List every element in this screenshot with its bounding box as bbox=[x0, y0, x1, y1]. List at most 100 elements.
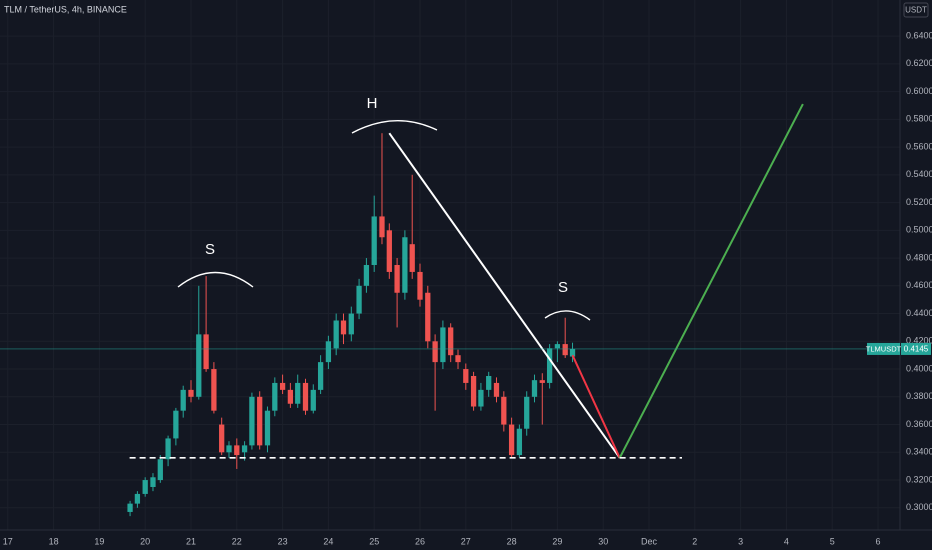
candle-body bbox=[409, 244, 415, 272]
candle-body bbox=[448, 327, 454, 356]
x-tick-label: 3 bbox=[738, 536, 743, 546]
candle-body bbox=[325, 341, 332, 363]
candle-body bbox=[317, 362, 324, 390]
y-tick-label: 0.4600 bbox=[906, 280, 932, 290]
y-tick-label: 0.3000 bbox=[906, 502, 932, 512]
y-tick-label: 0.3800 bbox=[906, 391, 932, 401]
symbol-tag bbox=[867, 342, 900, 355]
candle-body bbox=[486, 375, 492, 390]
candle-body bbox=[493, 382, 500, 397]
drawing-line bbox=[618, 103, 804, 459]
candle-body bbox=[516, 428, 523, 456]
candle-body bbox=[188, 389, 194, 397]
x-tick-label: 21 bbox=[186, 536, 196, 546]
candle-body bbox=[310, 389, 316, 411]
candle-body bbox=[524, 396, 530, 429]
x-tick-label: 30 bbox=[598, 536, 608, 546]
candle-body bbox=[394, 265, 400, 293]
candle-body bbox=[211, 369, 217, 411]
candle-body bbox=[531, 380, 538, 397]
candle-body bbox=[127, 503, 133, 512]
price-axis bbox=[900, 0, 932, 550]
candle-body bbox=[501, 396, 507, 425]
y-tick-label: 0.5400 bbox=[906, 169, 932, 179]
x-tick-label: 28 bbox=[507, 536, 517, 546]
candle-body bbox=[340, 320, 347, 335]
candle-body bbox=[295, 382, 301, 404]
y-tick-label: 0.3600 bbox=[906, 419, 932, 429]
candle-body bbox=[203, 334, 209, 370]
x-tick-label: 5 bbox=[830, 536, 835, 546]
price-label: 0.4145 bbox=[904, 345, 929, 354]
candle-body bbox=[150, 477, 156, 487]
annotation: S bbox=[558, 279, 568, 296]
candle-body bbox=[241, 445, 248, 453]
candle-body bbox=[440, 327, 446, 363]
x-tick-label: 26 bbox=[415, 536, 425, 546]
candle-body bbox=[165, 438, 171, 460]
x-tick-label: 27 bbox=[461, 536, 471, 546]
candle-body bbox=[287, 389, 294, 404]
candle-body bbox=[539, 380, 545, 383]
x-tick-label: 22 bbox=[232, 536, 242, 546]
candle-body bbox=[196, 334, 202, 397]
drawings bbox=[0, 103, 900, 459]
candle-body bbox=[455, 355, 461, 363]
candle-body bbox=[356, 285, 362, 314]
candle-body bbox=[272, 382, 278, 411]
drawing-line bbox=[388, 132, 621, 459]
shoulder-arc bbox=[177, 271, 254, 288]
y-tick-label: 0.5000 bbox=[906, 225, 932, 235]
candle-body bbox=[348, 313, 354, 335]
candle-body bbox=[157, 459, 163, 481]
x-tick-label: 4 bbox=[784, 536, 789, 546]
candle-body bbox=[226, 445, 232, 453]
y-tick-label: 0.4400 bbox=[906, 308, 932, 318]
y-tick-label: 0.6200 bbox=[906, 58, 932, 68]
y-tick-label: 0.4800 bbox=[906, 252, 932, 262]
candle-body bbox=[554, 344, 561, 349]
candle-body bbox=[386, 230, 392, 272]
x-tick-label: 2 bbox=[692, 536, 697, 546]
candle-body bbox=[478, 389, 484, 407]
candle-body bbox=[363, 265, 370, 286]
y-tick-label: 0.3400 bbox=[906, 447, 932, 457]
candle-body bbox=[371, 216, 377, 265]
price-tag bbox=[901, 342, 931, 355]
y-tick-label: 0.3200 bbox=[906, 474, 932, 484]
x-tick-label: 23 bbox=[278, 536, 288, 546]
candle-body bbox=[379, 216, 385, 238]
x-tick-label: 17 bbox=[3, 536, 13, 546]
y-tick-label: 0.5600 bbox=[906, 141, 932, 151]
candle-body bbox=[219, 424, 225, 453]
y-tick-label: 0.6400 bbox=[906, 30, 932, 40]
candle-body bbox=[425, 292, 431, 342]
x-tick-label: 24 bbox=[323, 536, 333, 546]
x-tick-label: 20 bbox=[140, 536, 150, 546]
grid bbox=[0, 0, 900, 530]
candle-body bbox=[257, 396, 263, 446]
x-tick-label: 29 bbox=[552, 536, 562, 546]
candle-body bbox=[432, 341, 438, 363]
candle-body bbox=[546, 348, 553, 383]
x-tick-label: 18 bbox=[49, 536, 59, 546]
candle-body bbox=[173, 410, 179, 439]
candle-body bbox=[562, 344, 568, 356]
candle-body bbox=[264, 410, 271, 446]
candle-body bbox=[142, 480, 148, 494]
x-tick-label: 6 bbox=[876, 536, 881, 546]
candle-body bbox=[333, 320, 339, 349]
x-tick-label: Dec bbox=[641, 536, 658, 546]
candle-body bbox=[279, 382, 286, 390]
y-tick-label: 0.6000 bbox=[906, 86, 932, 96]
candle-body bbox=[180, 389, 186, 411]
shoulder-arc bbox=[544, 310, 591, 321]
y-tick-label: 0.5200 bbox=[906, 197, 932, 207]
candle-body bbox=[249, 396, 255, 446]
candle-body bbox=[234, 445, 240, 456]
unit-box bbox=[903, 2, 929, 18]
candle-body bbox=[134, 493, 141, 504]
chart-title: TLM / TetherUS, 4h, BINANCE bbox=[4, 4, 127, 14]
